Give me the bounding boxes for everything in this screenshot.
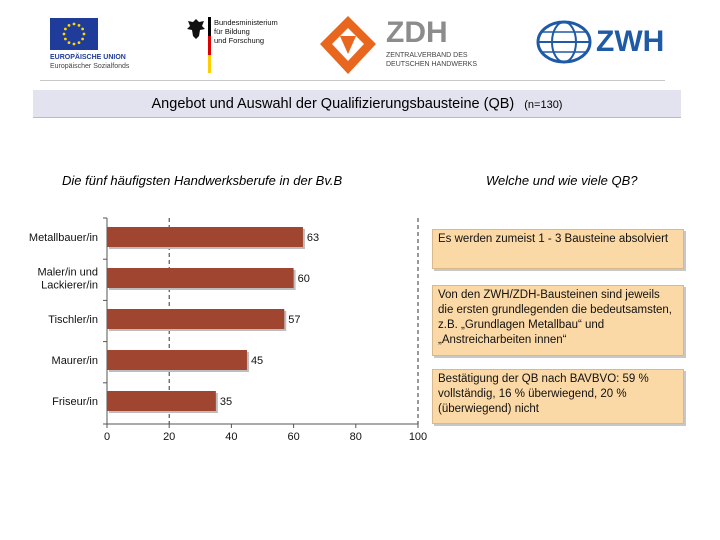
category-label: Maler/in und bbox=[37, 267, 98, 279]
x-tick-label: 60 bbox=[287, 431, 299, 443]
x-tick-label: 80 bbox=[350, 431, 362, 443]
category-label: Tischler/in bbox=[48, 314, 98, 326]
bmbf-line: für Bildung bbox=[214, 27, 250, 36]
x-tick-label: 40 bbox=[225, 431, 237, 443]
eu-label: EUROPÄISCHE UNION Europäischer Sozialfon… bbox=[50, 53, 129, 71]
bar bbox=[107, 268, 294, 288]
x-tick-label: 0 bbox=[104, 431, 110, 443]
zdh-title: ZDH bbox=[386, 16, 448, 49]
bar-value-label: 60 bbox=[298, 273, 310, 285]
info-box-count: Es werden zumeist 1 - 3 Bausteine absolv… bbox=[432, 229, 684, 269]
federal-eagle-icon bbox=[186, 18, 206, 40]
zdh-subtitle: ZENTRALVERBAND DES DEUTSCHEN HANDWERKS bbox=[386, 51, 526, 69]
zwh-title: ZWH bbox=[596, 25, 665, 58]
logo-divider bbox=[40, 80, 665, 81]
x-tick-label: 100 bbox=[409, 431, 427, 443]
eu-label-line1: EUROPÄISCHE UNION bbox=[50, 54, 126, 61]
bar-value-label: 57 bbox=[288, 314, 300, 326]
info-box-confirmation: Bestätigung der QB nach BAVBVO: 59 % vol… bbox=[432, 369, 684, 424]
sample-size: (n=130) bbox=[524, 99, 563, 111]
bar bbox=[107, 227, 303, 247]
bmbf-line: und Forschung bbox=[214, 36, 265, 45]
zdh-sub-line: DEUTSCHEN HANDWERKS bbox=[386, 61, 478, 68]
bmbf-line: Bundesministerium bbox=[214, 18, 278, 27]
logo-bar: EUROPÄISCHE UNION Europäischer Sozialfon… bbox=[0, 0, 720, 80]
category-label: Maurer/in bbox=[52, 355, 98, 367]
eu-label-line2: Europäischer Sozialfonds bbox=[50, 63, 130, 70]
slide-title-bar: Angebot und Auswahl der Qualifizierungsb… bbox=[33, 90, 681, 118]
category-label: Metallbauer/in bbox=[29, 232, 98, 244]
chart-heading: Die fünf häufigsten Handwerksberufe in d… bbox=[62, 173, 343, 188]
bar-value-label: 63 bbox=[307, 232, 319, 244]
slide-title: Angebot und Auswahl der Qualifizierungsb… bbox=[151, 96, 515, 112]
zdh-logo-icon bbox=[318, 14, 378, 76]
zdh-sub-line: ZENTRALVERBAND DES bbox=[386, 52, 468, 59]
bmbf-label: Bundesministerium für Bildung und Forsch… bbox=[214, 18, 294, 45]
bar bbox=[107, 350, 247, 370]
category-label: Friseur/in bbox=[52, 396, 98, 408]
german-flag-bar bbox=[208, 17, 211, 73]
bar-value-label: 35 bbox=[220, 396, 232, 408]
info-box-basics: Von den ZWH/ZDH-Bausteinen sind jeweils … bbox=[432, 285, 684, 356]
bar bbox=[107, 391, 216, 411]
qb-heading: Welche und wie viele QB? bbox=[486, 173, 638, 188]
category-label: Lackierer/in bbox=[41, 280, 98, 292]
eu-flag-icon bbox=[50, 18, 98, 50]
x-tick-label: 20 bbox=[163, 431, 175, 443]
bar bbox=[107, 309, 285, 329]
bar-value-label: 45 bbox=[251, 355, 263, 367]
zwh-globe-icon bbox=[536, 20, 592, 64]
